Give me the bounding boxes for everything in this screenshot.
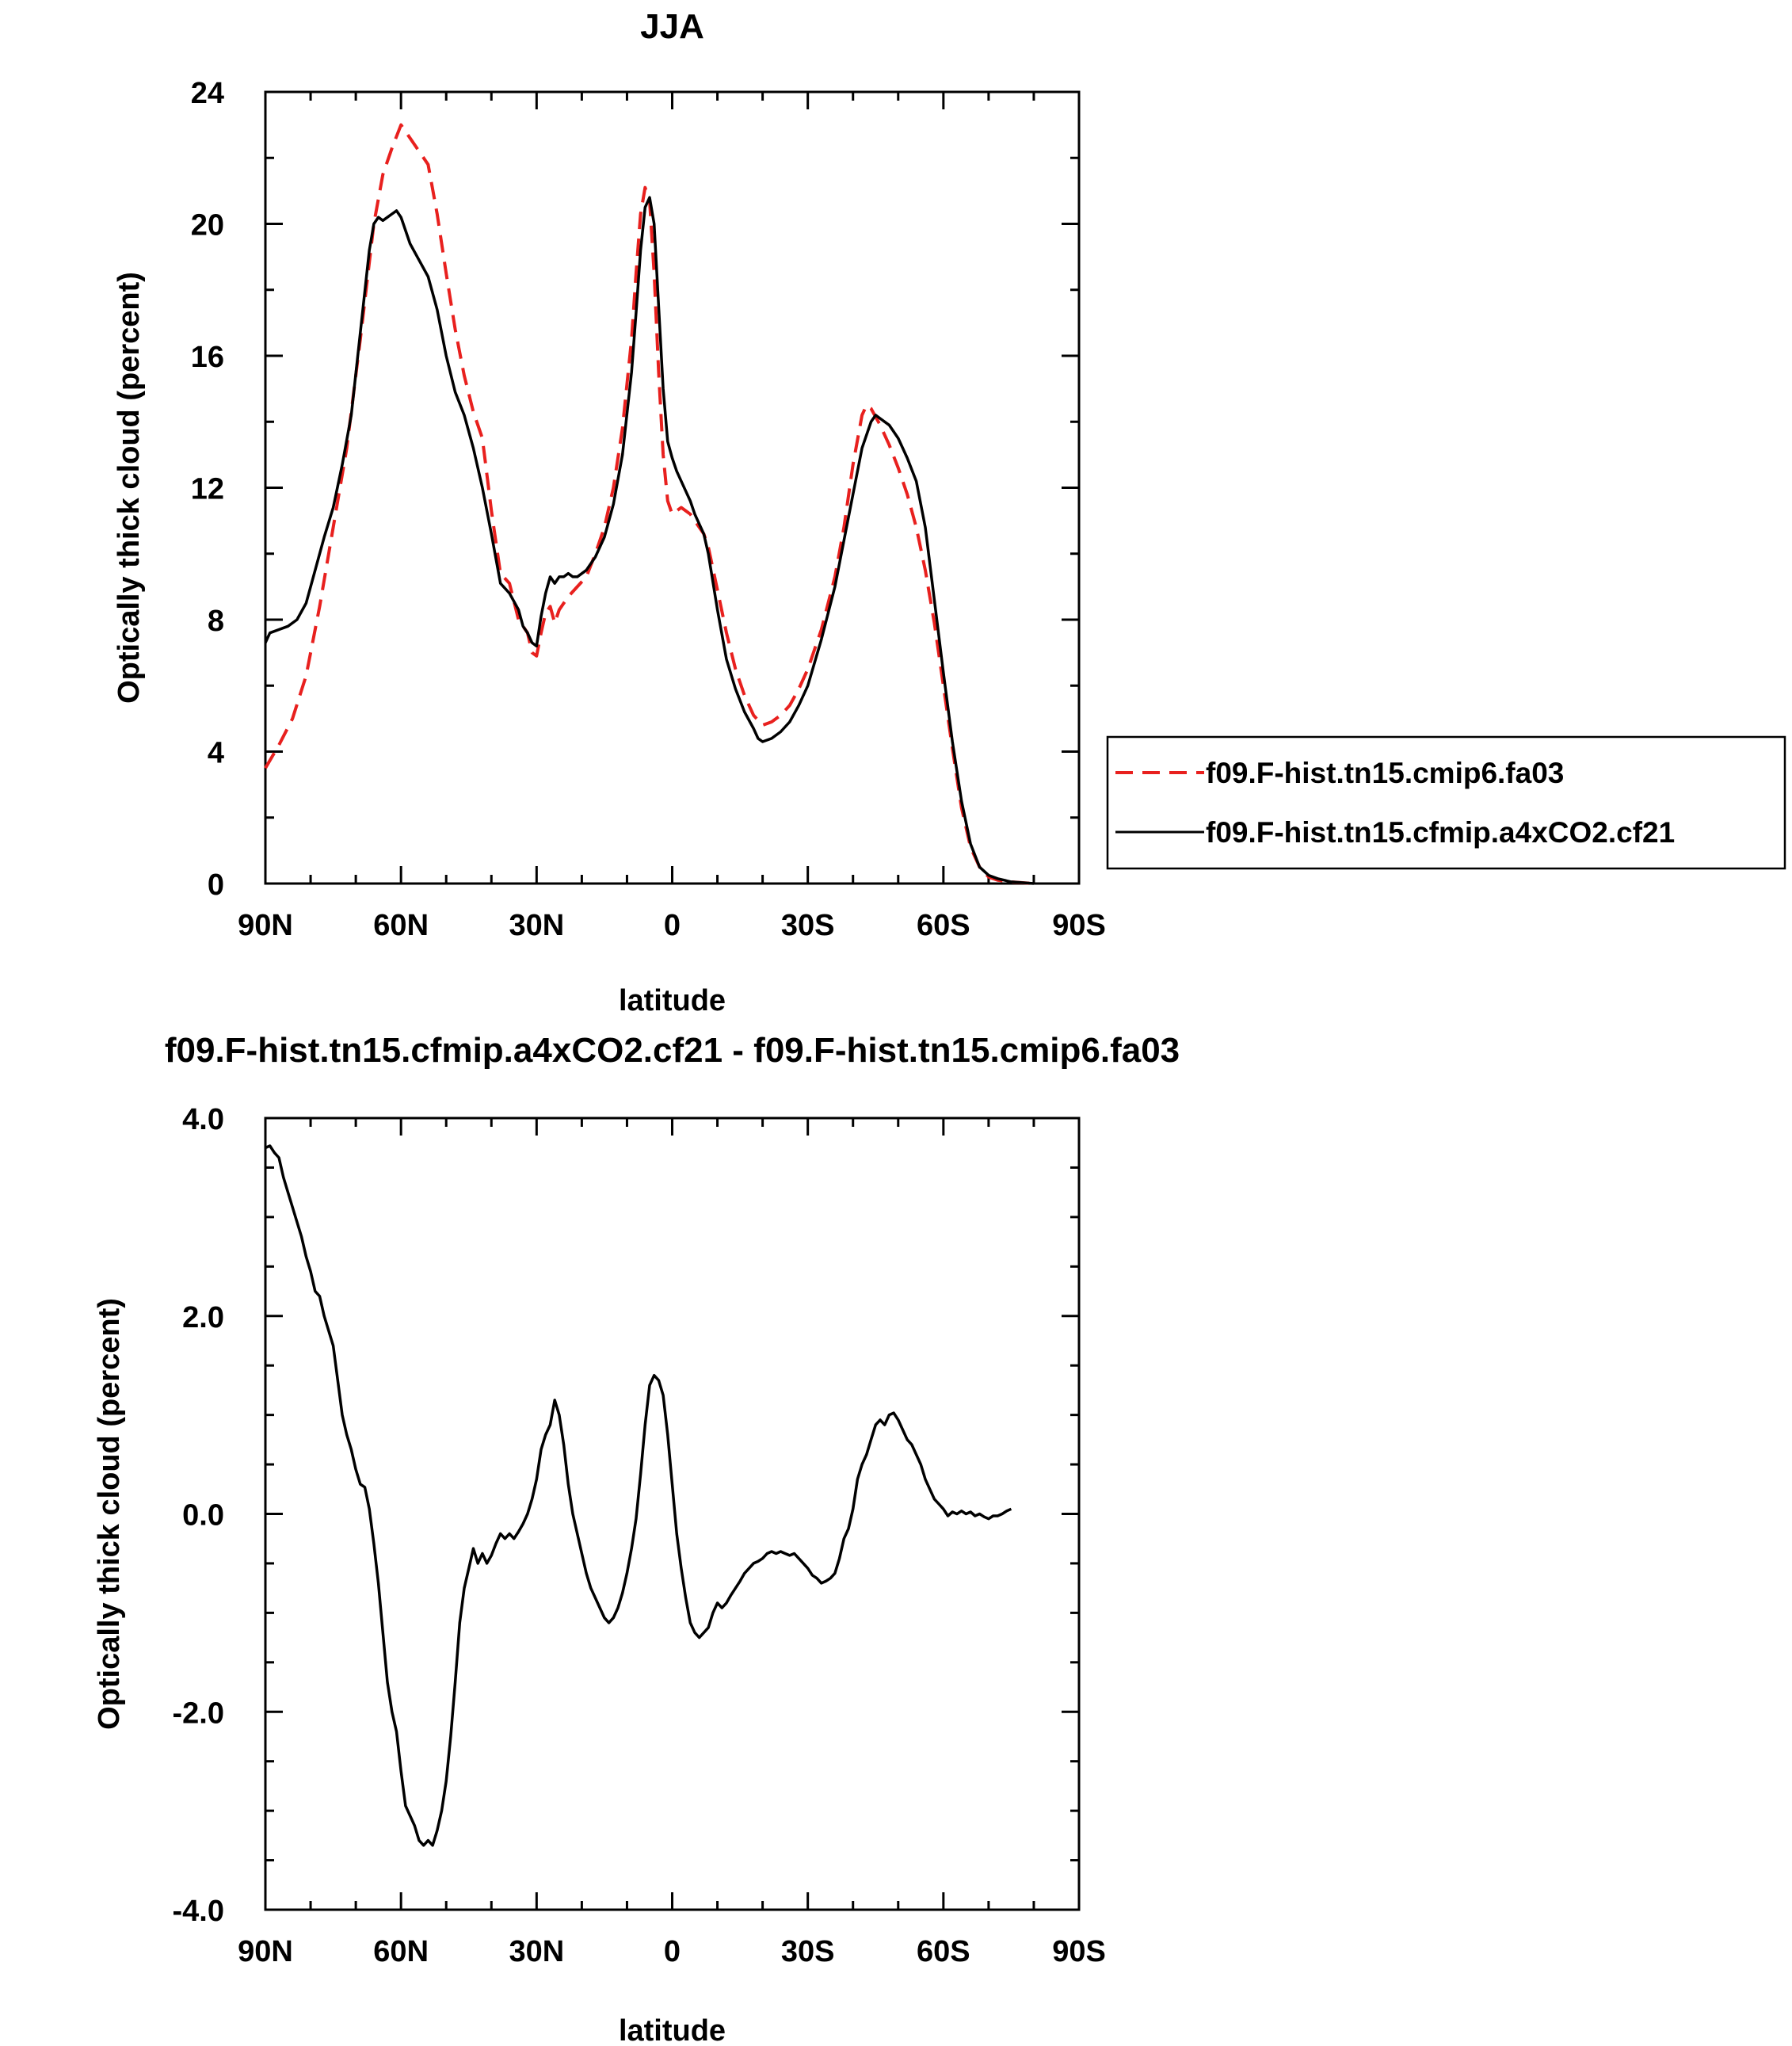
x-axis-label: latitude	[619, 2014, 726, 2046]
legend-box	[1106, 735, 1786, 870]
x-tick-label: 90N	[238, 909, 293, 942]
y-tick-label: -4.0	[173, 1895, 224, 1928]
y-tick-label: 8	[208, 605, 224, 638]
y-tick-label: 2.0	[182, 1301, 224, 1334]
y-axis-label: Optically thick cloud (percent)	[93, 1298, 126, 1730]
x-tick-label: 90S	[1052, 909, 1106, 942]
legend: f09.F-hist.tn15.cmip6.fa03 f09.F-hist.tn1…	[1106, 735, 1786, 870]
x-tick-label: 0	[664, 909, 681, 942]
chart-title: JJA	[640, 7, 704, 46]
y-axis-label: Optically thick cloud (percent)	[112, 272, 146, 704]
x-tick-label: 60N	[373, 1935, 429, 1968]
top-panel: JJA 90N 60N 30N 0 30S 60S 90S 0 4 8 12 16 20 24 latitud…	[112, 7, 1786, 1017]
x-tick-label: 60S	[917, 1935, 970, 1968]
y-tick-label: 4.0	[182, 1103, 224, 1136]
x-tick-label: 90S	[1052, 1935, 1106, 1968]
series-line-1	[264, 196, 1035, 885]
x-tick-label: 30N	[509, 1935, 564, 1968]
y-tick-label: 0.0	[182, 1499, 224, 1533]
series-line-0	[264, 123, 1035, 885]
x-tick-label: 60N	[373, 909, 429, 942]
x-tick-label: 30S	[781, 909, 835, 942]
legend-entry-label: f09.F-hist.tn15.cmip6.fa03	[1206, 757, 1564, 789]
series-line-0	[265, 1144, 1012, 1847]
y-tick-label: -2.0	[173, 1697, 224, 1730]
x-tick-label: 30S	[781, 1935, 835, 1968]
y-tick-label: 24	[191, 77, 224, 110]
x-tick-label: 0	[664, 1935, 681, 1968]
chart-title: f09.F-hist.tn15.cfmip.a4xCO2.cf21 - f09.…	[165, 1031, 1180, 1070]
y-tick-label: 0	[208, 868, 224, 902]
y-tick-label: 4	[208, 737, 224, 770]
y-tick-label: 12	[191, 473, 224, 506]
bottom-panel: f09.F-hist.tn15.cfmip.a4xCO2.cf21 - f09.…	[93, 1031, 1180, 2046]
x-tick-label: 90N	[238, 1935, 293, 1968]
x-tick-label: 60S	[917, 909, 970, 942]
x-axis-label: latitude	[619, 984, 726, 1017]
y-tick-label: 20	[191, 209, 224, 242]
x-tick-label: 30N	[509, 909, 564, 942]
legend-entry-label: f09.F-hist.tn15.cfmip.a4xCO2.cf21	[1206, 816, 1675, 849]
y-tick-label: 16	[191, 341, 224, 374]
